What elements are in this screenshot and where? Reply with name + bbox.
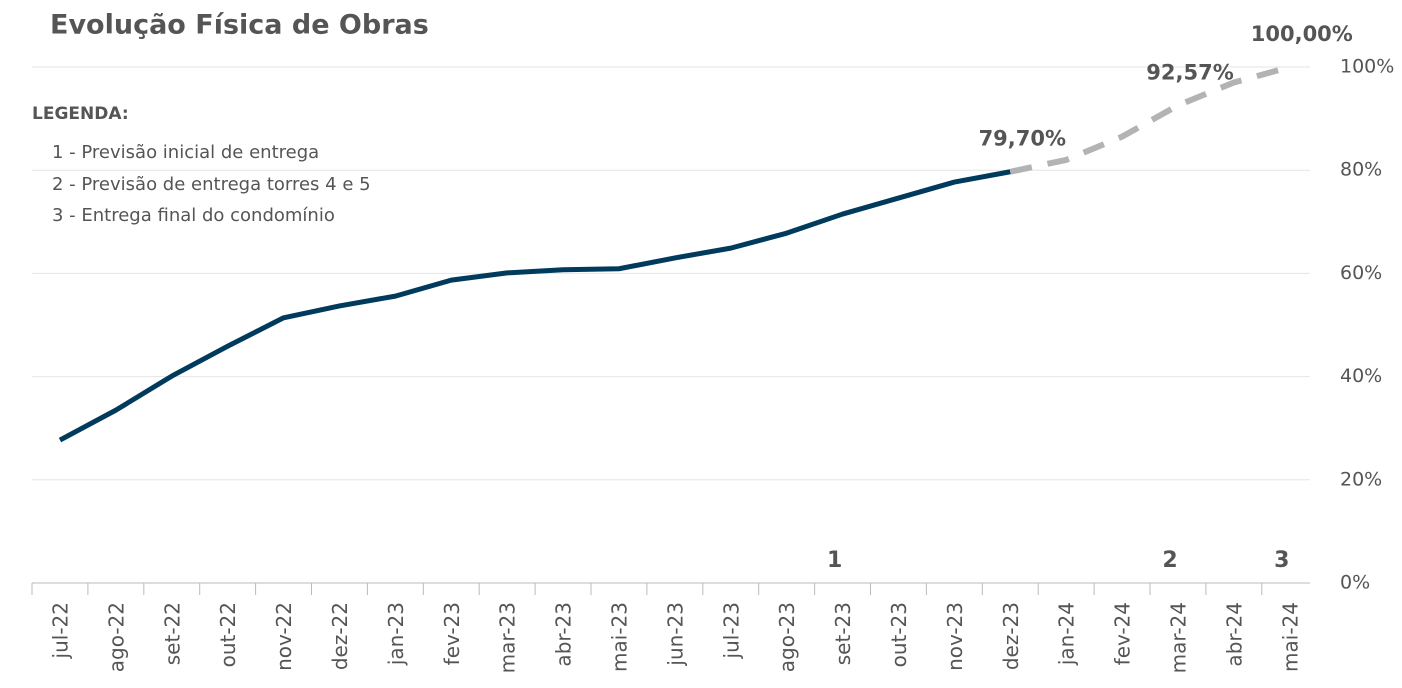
x-tick-label: jan-24 [1055, 602, 1079, 666]
x-tick-label: mar-24 [1167, 602, 1191, 673]
x-tick-label: jun-23 [663, 602, 687, 667]
x-tick-label: fev-24 [1111, 602, 1135, 665]
x-tick-label: dez-23 [999, 602, 1023, 670]
x-tick-label: dez-22 [328, 602, 352, 670]
chart-title: Evolução Física de Obras [50, 10, 429, 41]
series-line [58, 169, 1011, 443]
x-tick-label: mai-23 [608, 602, 632, 672]
data-label: 79,70% [979, 127, 1066, 151]
x-tick-label: set-23 [831, 602, 855, 665]
y-tick-label: 60% [1340, 262, 1382, 284]
legend-item: 3 - Entrega final do condomínio [52, 205, 335, 226]
x-tick-label: jul-22 [49, 602, 73, 659]
x-tick-label: abr-24 [1222, 602, 1246, 667]
x-tick-label: jan-23 [384, 602, 408, 666]
x-tick-label: mar-23 [496, 602, 520, 673]
data-label: 92,57% [1146, 60, 1233, 84]
marker-label: 3 [1274, 548, 1289, 573]
x-tick-label: set-22 [160, 602, 184, 665]
marker-label: 1 [827, 548, 842, 573]
y-tick-label: 100% [1340, 56, 1394, 78]
y-tick-label: 40% [1340, 365, 1382, 387]
y-tick-label: 0% [1340, 572, 1370, 594]
legend-heading: LEGENDA: [32, 104, 129, 124]
x-tick-label: ago-23 [775, 602, 799, 672]
y-tick-label: 80% [1340, 159, 1382, 181]
x-tick-label: out-22 [216, 602, 240, 667]
legend-item: 1 - Previsão inicial de entrega [52, 142, 319, 163]
x-tick-label: nov-22 [272, 602, 296, 671]
x-tick-label: nov-23 [943, 602, 967, 671]
x-tick-label: out-23 [887, 602, 911, 667]
marker-label: 2 [1162, 548, 1177, 573]
x-tick-label: mai-24 [1278, 602, 1302, 672]
y-tick-label: 20% [1340, 468, 1382, 490]
series-line [1009, 64, 1291, 175]
x-tick-label: fev-23 [440, 602, 464, 665]
data-label: 100,00% [1251, 22, 1353, 46]
x-tick-label: jul-23 [719, 602, 743, 659]
x-tick-label: abr-23 [552, 602, 576, 667]
legend-item: 2 - Previsão de entrega torres 4 e 5 [52, 174, 371, 195]
x-tick-label: ago-22 [104, 602, 128, 672]
